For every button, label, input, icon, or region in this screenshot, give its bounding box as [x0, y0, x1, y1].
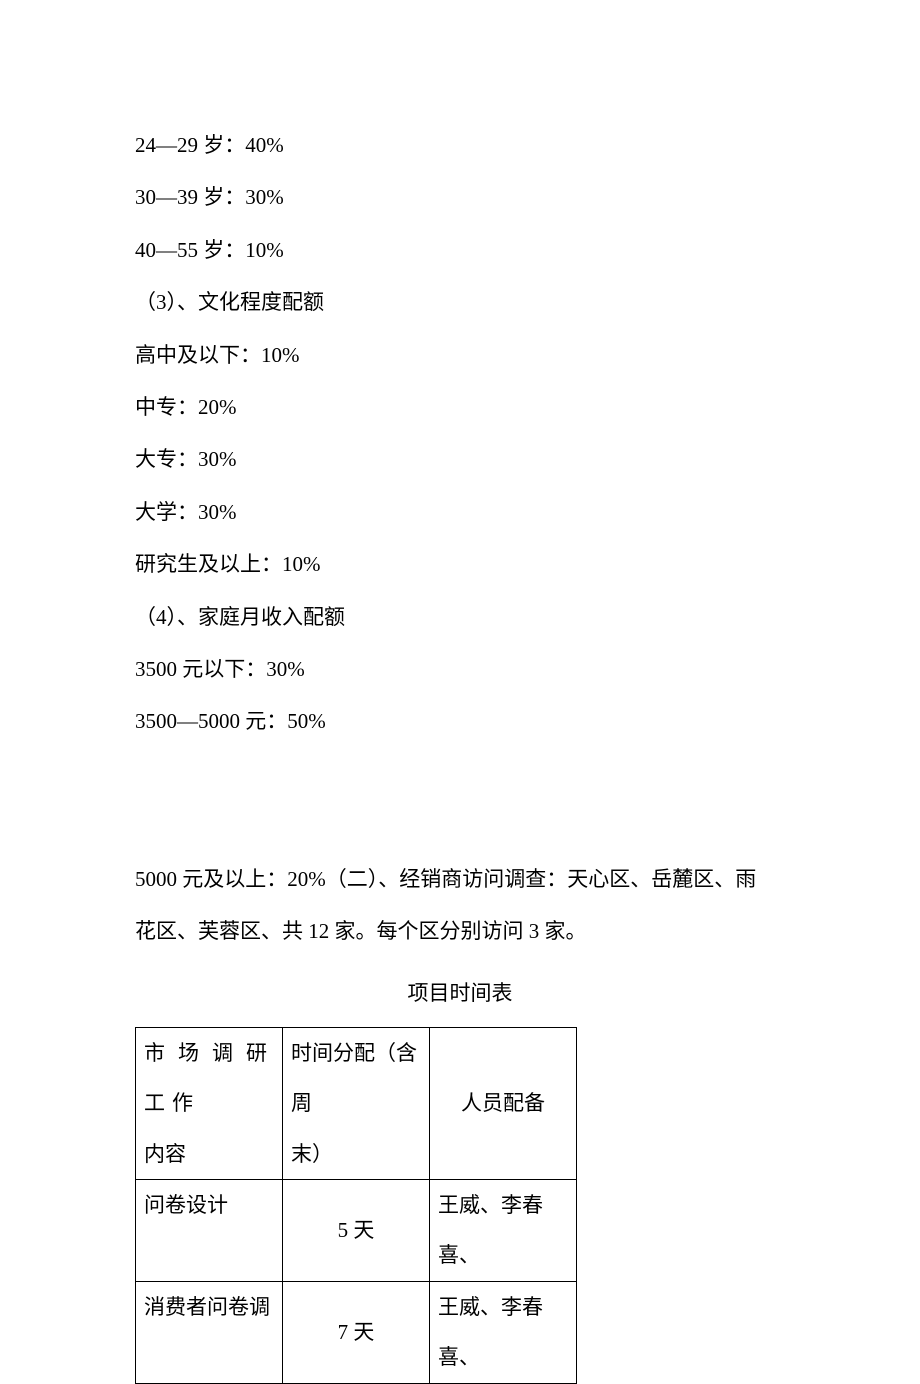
- table-row: 问卷设计 5 天 王威、李春喜、: [136, 1180, 577, 1282]
- spacer: [135, 749, 785, 854]
- income-quota-header: （4）、家庭月收入配额: [135, 592, 785, 642]
- income-quota-3-line1: 5000 元及以上：20%（二）、经销商访问调查：天心区、岳麓区、雨: [135, 854, 785, 904]
- table-row: 消费者问卷调 7 天 王威、李春喜、: [136, 1281, 577, 1383]
- table-cell-work: 问卷设计: [136, 1180, 283, 1282]
- education-quota-header: （3）、文化程度配额: [135, 277, 785, 327]
- table-header-work-l1: 市场调研工作: [144, 1028, 274, 1129]
- table-cell-time: 7 天: [283, 1281, 430, 1383]
- education-quota-postgrad: 研究生及以上：10%: [135, 539, 785, 589]
- education-quota-highschool: 高中及以下：10%: [135, 330, 785, 380]
- table-cell-work: 消费者问卷调: [136, 1281, 283, 1383]
- table-cell-staff: 王威、李春喜、: [430, 1180, 577, 1282]
- education-quota-associate: 大专：30%: [135, 434, 785, 484]
- income-quota-3-line2: 花区、芙蓉区、共 12 家。每个区分别访问 3 家。: [135, 906, 785, 956]
- table-title: 项目时间表: [135, 968, 785, 1018]
- education-quota-university: 大学：30%: [135, 487, 785, 537]
- table-header-time-l2: 末）: [291, 1129, 421, 1179]
- table-cell-staff: 王威、李春喜、: [430, 1281, 577, 1383]
- age-quota-30-39: 30—39 岁：30%: [135, 172, 785, 222]
- table-header-row: 市场调研工作 内容 时间分配（含周 末） 人员配备: [136, 1027, 577, 1179]
- age-quota-40-55: 40—55 岁：10%: [135, 225, 785, 275]
- table-cell-time: 5 天: [283, 1180, 430, 1282]
- table-header-time-l1: 时间分配（含周: [291, 1028, 421, 1129]
- education-quota-tech: 中专：20%: [135, 382, 785, 432]
- table-header-work: 市场调研工作 内容: [136, 1027, 283, 1179]
- table-header-work-l2: 内容: [144, 1129, 274, 1179]
- table-header-staff: 人员配备: [430, 1027, 577, 1179]
- age-quota-24-29: 24—29 岁：40%: [135, 120, 785, 170]
- schedule-table: 市场调研工作 内容 时间分配（含周 末） 人员配备 问卷设计 5 天 王威、李春…: [135, 1027, 577, 1384]
- table-header-time: 时间分配（含周 末）: [283, 1027, 430, 1179]
- income-quota-2: 3500—5000 元：50%: [135, 696, 785, 746]
- income-quota-1: 3500 元以下：30%: [135, 644, 785, 694]
